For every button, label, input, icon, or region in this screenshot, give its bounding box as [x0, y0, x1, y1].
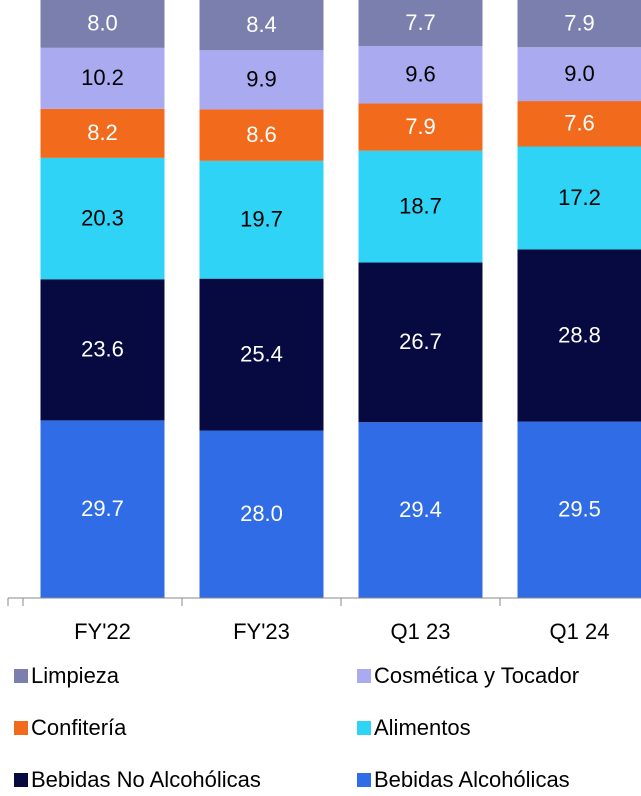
value-label: 23.6	[81, 337, 124, 362]
value-label: 9.0	[564, 61, 595, 86]
bar-segment	[40, 47, 165, 109]
value-label: 28.8	[558, 322, 601, 347]
bar-segment	[358, 262, 483, 423]
value-label: 20.3	[81, 205, 124, 230]
bar-segment	[517, 249, 641, 422]
legend-label: Alimentos	[374, 715, 471, 740]
value-label: 29.5	[558, 497, 601, 522]
value-label: 29.4	[399, 497, 442, 522]
x-tick-label: FY'23	[233, 619, 290, 644]
bar-segment	[40, 0, 165, 48]
bar-segment	[358, 103, 483, 151]
bar-segment	[358, 150, 483, 263]
bar-segment	[517, 47, 641, 102]
bar-segment	[199, 109, 324, 161]
value-label: 9.6	[405, 62, 436, 87]
bar-segment	[40, 279, 165, 421]
legend-swatch	[357, 669, 371, 683]
bar-segment	[199, 160, 324, 279]
value-label: 7.6	[564, 111, 595, 136]
value-label: 8.2	[87, 120, 118, 145]
value-label: 28.0	[240, 501, 283, 526]
value-label: 26.7	[399, 329, 442, 354]
value-label: 29.7	[81, 496, 124, 521]
value-label: 8.6	[246, 122, 277, 147]
value-label: 17.2	[558, 185, 601, 210]
legend-swatch	[357, 721, 371, 735]
bar-segment	[40, 108, 165, 158]
legend-swatch	[357, 773, 371, 787]
value-label: 18.7	[399, 193, 442, 218]
legend-swatch	[14, 773, 28, 787]
x-tick-label: Q1 24	[550, 619, 610, 644]
bar-segment	[199, 0, 324, 51]
bar-segment	[199, 50, 324, 110]
x-tick-label: Q1 23	[391, 619, 451, 644]
bar-segment	[517, 0, 641, 48]
value-label: 7.9	[564, 10, 595, 35]
value-label: 8.0	[87, 11, 118, 36]
value-label: 7.9	[405, 114, 436, 139]
bar-segment	[517, 421, 641, 598]
bar-segment	[358, 422, 483, 598]
value-label: 8.4	[246, 12, 277, 37]
value-label: 9.9	[246, 67, 277, 92]
legend-swatch	[14, 669, 28, 683]
bar-segment	[199, 278, 324, 431]
bar-segment	[517, 101, 641, 147]
legend-label: Cosmética y Tocador	[374, 663, 579, 688]
value-label: 25.4	[240, 341, 283, 366]
legend-label: Bebidas No Alcohólicas	[31, 767, 261, 792]
value-label: 7.7	[405, 10, 436, 35]
bar-segment	[358, 46, 483, 104]
value-label: 10.2	[81, 65, 124, 90]
bar-segment	[40, 420, 165, 598]
legend-swatch	[14, 721, 28, 735]
x-tick-label: FY'22	[74, 619, 131, 644]
bar-segment	[40, 157, 165, 280]
legend-label: Bebidas Alcohólicas	[374, 767, 570, 792]
bar-segment	[199, 430, 324, 598]
value-label: 19.7	[240, 207, 283, 232]
bar-segment	[517, 146, 641, 250]
legend-label: Limpieza	[31, 663, 120, 688]
legend-label: Confitería	[31, 715, 127, 740]
bar-segment	[358, 0, 483, 47]
